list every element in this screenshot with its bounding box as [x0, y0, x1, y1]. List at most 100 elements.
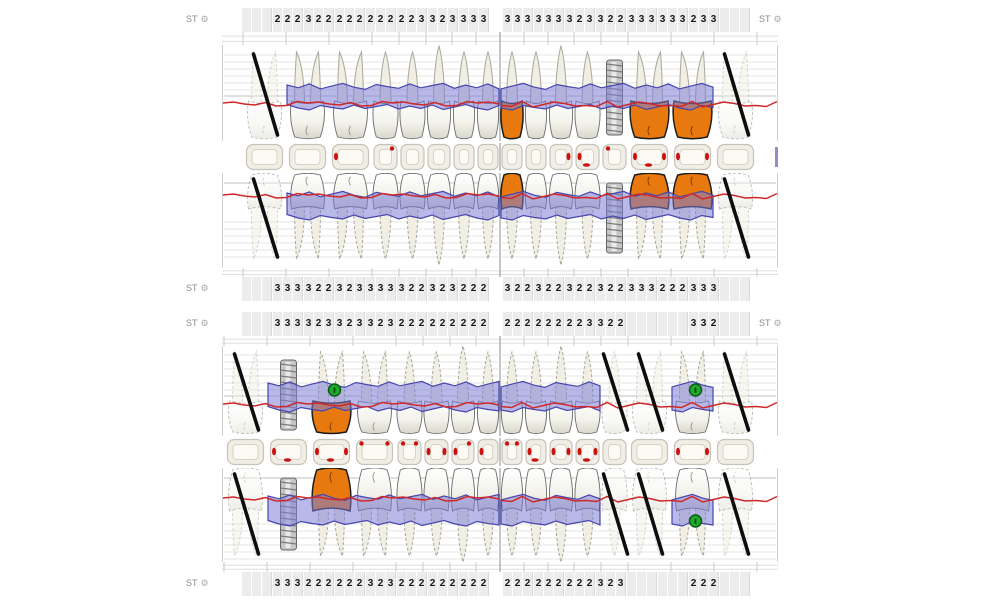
occlusal-surface[interactable]: [673, 438, 712, 466]
occlusal-surface[interactable]: [477, 143, 499, 171]
st-value-cell[interactable]: 3: [428, 8, 438, 32]
st-value-cell[interactable]: 3: [448, 8, 458, 32]
st-value-cell[interactable]: 2: [293, 8, 303, 32]
occlusal-surface[interactable]: [427, 143, 451, 171]
st-value-cell[interactable]: 2: [355, 572, 365, 596]
st-value-cell[interactable]: [242, 277, 252, 301]
furcation-marker[interactable]: [688, 383, 703, 397]
st-value-cell[interactable]: 2: [689, 572, 699, 596]
occlusal-surface[interactable]: [453, 143, 475, 171]
st-value-cell[interactable]: 2: [523, 277, 533, 301]
st-value-cell[interactable]: [647, 572, 657, 596]
st-value-cell[interactable]: 3: [304, 277, 314, 301]
st-value-cell[interactable]: 2: [534, 572, 544, 596]
st-value-cell[interactable]: 2: [314, 572, 324, 596]
st-value-cell[interactable]: 2: [448, 572, 458, 596]
st-value-cell[interactable]: [720, 312, 730, 336]
st-value-cell[interactable]: [252, 572, 262, 596]
settings-gear-icon[interactable]: ⚙: [773, 318, 782, 328]
st-value-cell[interactable]: 3: [503, 8, 513, 32]
st-value-cell[interactable]: [730, 312, 740, 336]
st-value-cell[interactable]: 3: [637, 8, 647, 32]
st-value-cell[interactable]: 2: [503, 572, 513, 596]
st-value-cell[interactable]: 2: [479, 277, 489, 301]
st-value-cell[interactable]: 2: [459, 277, 469, 301]
st-value-cell[interactable]: 2: [709, 572, 719, 596]
st-value-cell[interactable]: 2: [544, 312, 554, 336]
st-value-cell[interactable]: [668, 312, 678, 336]
st-value-cell[interactable]: 3: [355, 277, 365, 301]
st-value-cell[interactable]: 3: [596, 572, 606, 596]
st-value-cell[interactable]: 3: [658, 8, 668, 32]
st-value-cell[interactable]: [678, 312, 688, 336]
st-value-cell[interactable]: [242, 8, 252, 32]
occlusal-surface[interactable]: [355, 438, 394, 466]
occlusal-surface[interactable]: [673, 143, 712, 171]
st-value-cell[interactable]: 2: [459, 572, 469, 596]
st-value-cell[interactable]: [262, 277, 272, 301]
st-value-cell[interactable]: 3: [503, 277, 513, 301]
st-value-cell[interactable]: 3: [647, 277, 657, 301]
occlusal-surface[interactable]: [477, 438, 499, 466]
occlusal-surface[interactable]: [312, 438, 351, 466]
st-value-cell[interactable]: 2: [678, 277, 688, 301]
st-value-cell[interactable]: 2: [668, 277, 678, 301]
st-value-cell[interactable]: 2: [324, 277, 334, 301]
st-value-cell[interactable]: [262, 312, 272, 336]
occlusal-surface[interactable]: [331, 143, 370, 171]
st-value-cell[interactable]: 2: [469, 312, 479, 336]
st-value-cell[interactable]: 2: [503, 312, 513, 336]
st-value-cell[interactable]: 3: [355, 312, 365, 336]
st-value-cell[interactable]: 2: [324, 572, 334, 596]
st-value-cell[interactable]: 3: [596, 312, 606, 336]
st-value-cell[interactable]: 3: [637, 277, 647, 301]
st-value-cell[interactable]: 2: [407, 277, 417, 301]
occlusal-surface[interactable]: [501, 438, 523, 466]
st-value-cell[interactable]: [658, 572, 668, 596]
st-value-cell[interactable]: 3: [304, 8, 314, 32]
st-value-cell[interactable]: 3: [534, 277, 544, 301]
occlusal-surface[interactable]: [549, 143, 573, 171]
st-value-cell[interactable]: 3: [585, 312, 595, 336]
st-value-cell[interactable]: [262, 572, 272, 596]
st-value-cell[interactable]: 2: [324, 8, 334, 32]
st-value-cell[interactable]: [730, 572, 740, 596]
st-value-cell[interactable]: 3: [469, 8, 479, 32]
occlusal-surface[interactable]: [373, 143, 398, 171]
st-value-cell[interactable]: [262, 8, 272, 32]
st-value-cell[interactable]: 3: [283, 312, 293, 336]
st-value-cell[interactable]: 3: [585, 8, 595, 32]
st-value-cell[interactable]: 3: [293, 277, 303, 301]
st-value-cell[interactable]: 2: [544, 277, 554, 301]
occlusal-surface[interactable]: [575, 438, 600, 466]
st-value-cell[interactable]: [668, 572, 678, 596]
st-value-cell[interactable]: 2: [314, 312, 324, 336]
st-value-cell[interactable]: 2: [523, 312, 533, 336]
st-value-cell[interactable]: 2: [575, 8, 585, 32]
st-value-cell[interactable]: 2: [438, 572, 448, 596]
occlusal-surface[interactable]: [451, 438, 475, 466]
st-value-cell[interactable]: 2: [513, 312, 523, 336]
occlusal-surface[interactable]: [424, 438, 449, 466]
st-value-cell[interactable]: 2: [407, 572, 417, 596]
occlusal-surface[interactable]: [226, 438, 265, 466]
st-value-cell[interactable]: 3: [523, 8, 533, 32]
occlusal-surface[interactable]: [525, 143, 547, 171]
st-value-cell[interactable]: [720, 277, 730, 301]
st-value-cell[interactable]: 3: [479, 8, 489, 32]
occlusal-surface[interactable]: [245, 143, 284, 171]
st-value-cell[interactable]: 2: [417, 277, 427, 301]
st-value-cell[interactable]: 3: [273, 312, 283, 336]
occlusal-surface[interactable]: [397, 438, 422, 466]
st-value-cell[interactable]: [637, 572, 647, 596]
st-value-cell[interactable]: 3: [293, 312, 303, 336]
st-value-cell[interactable]: 3: [273, 277, 283, 301]
st-value-cell[interactable]: 2: [658, 277, 668, 301]
st-value-cell[interactable]: 2: [606, 277, 616, 301]
st-value-cell[interactable]: 2: [273, 8, 283, 32]
st-value-cell[interactable]: 3: [304, 312, 314, 336]
st-value-cell[interactable]: 2: [554, 277, 564, 301]
st-value-cell[interactable]: 2: [479, 572, 489, 596]
st-value-cell[interactable]: 2: [575, 572, 585, 596]
st-value-cell[interactable]: 3: [397, 277, 407, 301]
